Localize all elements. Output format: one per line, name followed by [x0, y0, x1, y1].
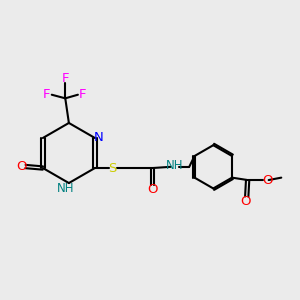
- Text: F: F: [43, 88, 50, 101]
- Text: NH: NH: [166, 158, 184, 172]
- Text: S: S: [108, 161, 116, 175]
- Text: O: O: [16, 160, 26, 173]
- Text: N: N: [94, 130, 104, 144]
- Text: F: F: [61, 72, 69, 85]
- Text: O: O: [147, 184, 158, 196]
- Text: NH: NH: [56, 182, 74, 195]
- Text: O: O: [262, 173, 272, 187]
- Text: O: O: [240, 195, 251, 208]
- Text: F: F: [79, 88, 87, 101]
